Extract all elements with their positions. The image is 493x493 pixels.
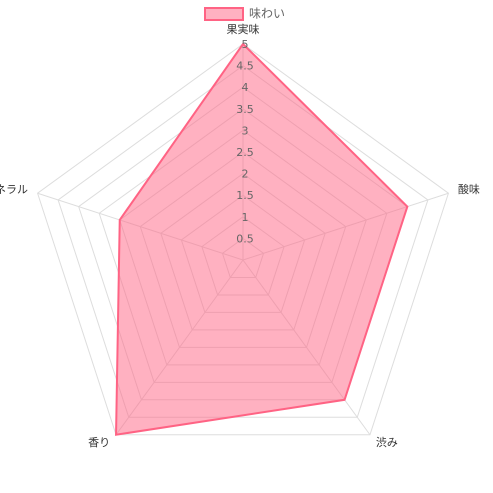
r-tick-label: 4.5 <box>236 60 254 73</box>
legend-label: 味わい <box>249 7 285 21</box>
r-tick-label: 2 <box>242 168 249 181</box>
r-tick-label: 2.5 <box>236 146 254 159</box>
category-label: 渋み <box>376 436 398 449</box>
radar-area <box>115 42 409 436</box>
grid-line <box>57 64 429 418</box>
legend-swatch <box>204 7 244 21</box>
r-tick-label: 4 <box>242 81 249 94</box>
r-tick-label: 3 <box>242 124 249 137</box>
category-label: ミネラル <box>0 183 28 196</box>
r-tick-label: 3.5 <box>236 103 254 116</box>
grid-line <box>36 43 450 436</box>
r-tick-label: 5 <box>242 38 249 51</box>
r-tick-label: 1 <box>242 211 249 224</box>
r-tick-label: 1.5 <box>236 189 254 202</box>
r-tick-label: 0.5 <box>236 232 254 245</box>
category-label: 果実味 <box>227 22 260 36</box>
category-label: 香り <box>88 436 110 449</box>
category-label: 酸味 <box>458 182 480 196</box>
